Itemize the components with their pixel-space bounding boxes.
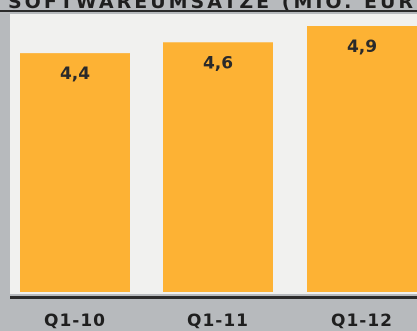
chart-title: SOFTWAREUMSÄTZE (MIO. EUR) <box>8 0 417 13</box>
value-label-q1-10: 4,4 <box>60 64 90 84</box>
tick-label-q1-11: Q1-11 <box>187 311 249 331</box>
tick-label-q1-12: Q1-12 <box>331 311 393 331</box>
bar-group: 4,4 4,6 4,9 <box>20 26 417 293</box>
bar-q1-12 <box>307 26 417 292</box>
bar-q1-11 <box>163 42 273 293</box>
tick-label-q1-10: Q1-10 <box>44 311 106 331</box>
title-rule <box>0 10 417 12</box>
value-label-q1-11: 4,6 <box>203 53 233 73</box>
bar-q1-10 <box>20 53 130 293</box>
x-axis-tick-labels: Q1-10 Q1-11 Q1-12 <box>44 311 393 331</box>
value-label-q1-12: 4,9 <box>347 37 377 57</box>
x-axis-line <box>10 296 417 299</box>
